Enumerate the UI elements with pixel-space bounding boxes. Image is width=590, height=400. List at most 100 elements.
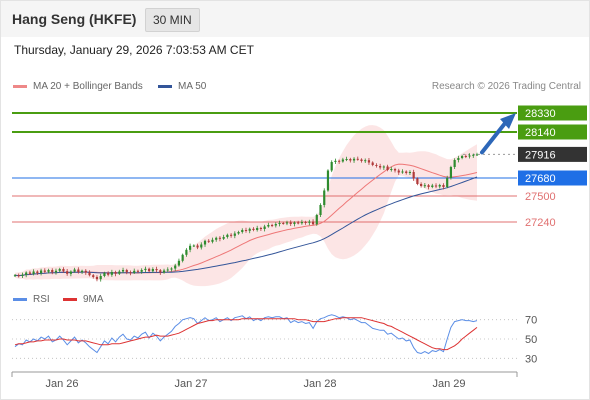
candle bbox=[170, 267, 173, 272]
candle bbox=[25, 271, 28, 278]
candle-body bbox=[80, 270, 84, 272]
candle bbox=[69, 270, 72, 277]
candle-body bbox=[189, 245, 192, 250]
moving-averages bbox=[14, 163, 478, 277]
candle bbox=[338, 159, 341, 164]
candle-body bbox=[144, 268, 147, 270]
candle bbox=[54, 268, 58, 275]
candle-body bbox=[58, 269, 61, 271]
candle-body bbox=[248, 228, 251, 231]
x-tick-label: Jan 28 bbox=[303, 378, 336, 390]
candle bbox=[88, 270, 91, 277]
candle-body bbox=[446, 178, 449, 187]
candle bbox=[133, 268, 136, 274]
candle-body bbox=[289, 222, 292, 224]
candle bbox=[464, 154, 467, 159]
candle bbox=[397, 168, 400, 175]
candle bbox=[468, 153, 471, 159]
candle bbox=[211, 237, 214, 244]
candle bbox=[460, 154, 464, 160]
candle bbox=[311, 219, 315, 226]
candle bbox=[345, 156, 348, 162]
candle bbox=[334, 158, 337, 164]
candle bbox=[13, 274, 17, 277]
candle bbox=[352, 157, 356, 163]
candle-body bbox=[218, 237, 222, 239]
candle bbox=[367, 158, 371, 165]
candle-body bbox=[319, 205, 322, 215]
candle bbox=[434, 183, 438, 189]
candle-body bbox=[270, 225, 274, 226]
level-badge-27916 bbox=[518, 146, 587, 162]
arrow-head bbox=[500, 113, 516, 129]
candle bbox=[420, 182, 423, 188]
candle-body bbox=[92, 275, 95, 277]
candle bbox=[423, 183, 426, 188]
candle bbox=[364, 158, 367, 163]
candle-body bbox=[263, 226, 266, 229]
candle bbox=[356, 156, 359, 161]
candle-body bbox=[267, 225, 270, 227]
ma50-label: MA 50 bbox=[178, 81, 207, 92]
candle bbox=[293, 221, 296, 227]
candle-body bbox=[367, 160, 371, 163]
candle-body bbox=[241, 230, 244, 232]
candle-body bbox=[151, 269, 154, 272]
candle bbox=[77, 267, 80, 274]
candle bbox=[263, 224, 266, 232]
candle-body bbox=[77, 269, 80, 272]
candle bbox=[408, 170, 412, 175]
candle-body bbox=[360, 159, 363, 161]
candle-body bbox=[311, 221, 315, 225]
candle bbox=[393, 167, 397, 173]
candle bbox=[162, 268, 166, 274]
candle-body bbox=[174, 265, 177, 269]
candle-body bbox=[13, 275, 17, 277]
candle bbox=[189, 243, 192, 253]
candle-body bbox=[364, 160, 367, 162]
candle bbox=[416, 177, 419, 186]
candle-body bbox=[427, 185, 430, 187]
candle-body bbox=[200, 244, 203, 248]
candle bbox=[453, 158, 456, 169]
candle-body bbox=[99, 276, 102, 280]
candle bbox=[285, 220, 289, 226]
ma20-label: MA 20 + Bollinger Bands bbox=[33, 81, 143, 92]
level-badge-28140 bbox=[518, 124, 587, 140]
candle-body bbox=[66, 271, 69, 274]
candle bbox=[237, 230, 240, 235]
candle bbox=[256, 225, 259, 232]
candle-body bbox=[375, 165, 378, 166]
candle-body bbox=[379, 166, 382, 168]
candle bbox=[427, 184, 430, 190]
candle-body bbox=[330, 162, 333, 171]
candle bbox=[412, 169, 415, 181]
candle bbox=[99, 273, 102, 282]
candle bbox=[43, 268, 46, 273]
ma50-line bbox=[14, 176, 478, 277]
candle-body bbox=[390, 169, 393, 170]
candle-body bbox=[338, 160, 341, 162]
candle-body bbox=[431, 185, 434, 187]
candle bbox=[323, 188, 326, 208]
candle bbox=[229, 233, 233, 238]
level-label-27500: 27500 bbox=[525, 191, 556, 203]
candle-body bbox=[62, 269, 65, 272]
candle-body bbox=[103, 273, 106, 276]
candle-body bbox=[438, 185, 441, 187]
candle bbox=[51, 268, 54, 275]
candle bbox=[349, 157, 352, 163]
candle-body bbox=[43, 270, 46, 272]
candle bbox=[140, 268, 143, 274]
candle bbox=[62, 267, 65, 273]
timeframe-badge[interactable]: 30 MIN bbox=[145, 8, 200, 32]
rsi-swatch bbox=[13, 297, 27, 301]
candle-body bbox=[300, 222, 303, 224]
candle-body bbox=[297, 222, 300, 224]
candle bbox=[449, 165, 453, 180]
rsi-level-label-50: 50 bbox=[525, 334, 537, 346]
candle-body bbox=[129, 272, 132, 274]
candle bbox=[233, 231, 236, 239]
candle bbox=[103, 271, 106, 278]
